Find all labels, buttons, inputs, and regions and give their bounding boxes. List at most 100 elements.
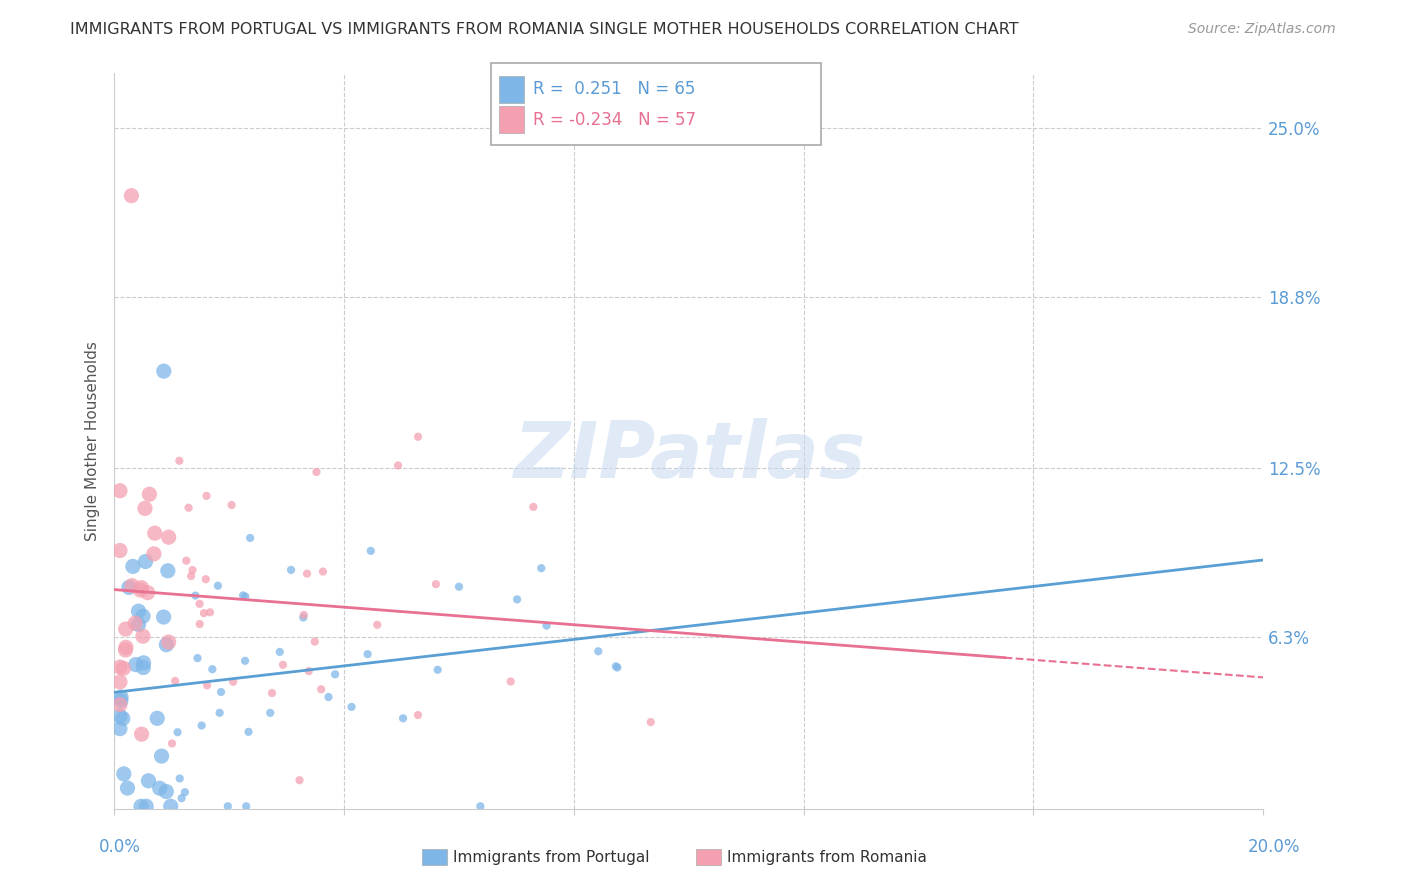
Point <box>298 664 321 678</box>
Point <box>318 690 340 704</box>
Point <box>132 656 155 670</box>
Point <box>235 799 257 814</box>
Point <box>193 606 215 620</box>
Point <box>292 610 315 624</box>
Point <box>108 543 131 558</box>
Point <box>117 780 139 795</box>
Point <box>108 722 131 736</box>
Point <box>588 644 610 658</box>
Point <box>309 682 332 697</box>
Point <box>340 699 363 714</box>
Point <box>134 555 156 569</box>
Point <box>142 547 165 561</box>
Point <box>138 773 160 788</box>
Point <box>605 659 627 673</box>
Point <box>209 685 232 699</box>
Point <box>280 563 302 577</box>
Point <box>195 678 218 692</box>
Text: Source: ZipAtlas.com: Source: ZipAtlas.com <box>1188 22 1336 37</box>
Point <box>118 580 141 594</box>
Point <box>259 706 281 720</box>
Text: R = -0.234   N = 57: R = -0.234 N = 57 <box>533 111 696 128</box>
Point <box>124 616 146 631</box>
Point <box>112 661 135 675</box>
Point <box>131 727 153 741</box>
Point <box>292 607 315 622</box>
Text: ZIPatlas: ZIPatlas <box>513 417 865 493</box>
Point <box>153 364 176 378</box>
Point <box>122 559 145 574</box>
Point <box>387 458 409 473</box>
Point <box>506 592 529 607</box>
Text: 20.0%: 20.0% <box>1249 838 1301 855</box>
Point <box>208 706 231 720</box>
Point <box>111 712 134 726</box>
Text: 0.0%: 0.0% <box>98 838 141 855</box>
Point <box>233 654 256 668</box>
Point <box>288 773 311 788</box>
Point <box>156 564 179 578</box>
Point <box>135 799 157 814</box>
Point <box>295 566 318 581</box>
Point <box>222 674 245 689</box>
Point <box>360 544 382 558</box>
Point <box>129 799 152 814</box>
Text: IMMIGRANTS FROM PORTUGAL VS IMMIGRANTS FROM ROMANIA SINGLE MOTHER HOUSEHOLDS COR: IMMIGRANTS FROM PORTUGAL VS IMMIGRANTS F… <box>70 22 1019 37</box>
Point <box>180 569 202 583</box>
Point <box>640 715 662 730</box>
Point <box>157 635 180 649</box>
Point <box>447 580 470 594</box>
Point <box>217 799 239 814</box>
Point <box>152 610 174 624</box>
Point <box>110 690 132 705</box>
Point <box>207 579 229 593</box>
Point <box>132 609 155 624</box>
Point <box>190 718 212 732</box>
Point <box>470 799 492 814</box>
Point <box>530 561 553 575</box>
Point <box>356 647 378 661</box>
Point <box>176 554 198 568</box>
Point <box>112 767 135 781</box>
Point <box>132 629 155 643</box>
Point <box>159 799 181 814</box>
Point <box>115 640 138 655</box>
Point <box>160 736 183 750</box>
Point <box>201 662 224 676</box>
Point <box>184 589 207 603</box>
Point <box>128 604 150 618</box>
Point <box>131 581 153 595</box>
Point <box>146 711 169 725</box>
Point <box>128 617 150 632</box>
Point <box>186 651 208 665</box>
Point <box>155 784 177 798</box>
Point <box>132 660 155 674</box>
Point <box>169 454 191 468</box>
Point <box>188 597 211 611</box>
Point <box>188 617 211 632</box>
Point <box>406 708 429 723</box>
Point <box>155 638 177 652</box>
Point <box>232 588 254 602</box>
Point <box>406 430 429 444</box>
Point <box>114 643 136 657</box>
Point <box>138 487 160 501</box>
Point <box>108 709 131 723</box>
Point <box>499 674 522 689</box>
Point <box>136 585 159 599</box>
Point <box>149 781 172 796</box>
Point <box>536 618 558 632</box>
Point <box>108 660 131 674</box>
Point <box>150 749 173 764</box>
Point <box>108 698 131 712</box>
Y-axis label: Single Mother Households: Single Mother Households <box>86 341 100 541</box>
Point <box>305 465 328 479</box>
Point <box>194 572 217 586</box>
Point <box>304 634 326 648</box>
Point <box>522 500 544 514</box>
Point <box>177 500 200 515</box>
Point <box>169 772 191 786</box>
Point <box>110 694 132 708</box>
Point <box>165 673 187 688</box>
Point <box>233 590 256 604</box>
